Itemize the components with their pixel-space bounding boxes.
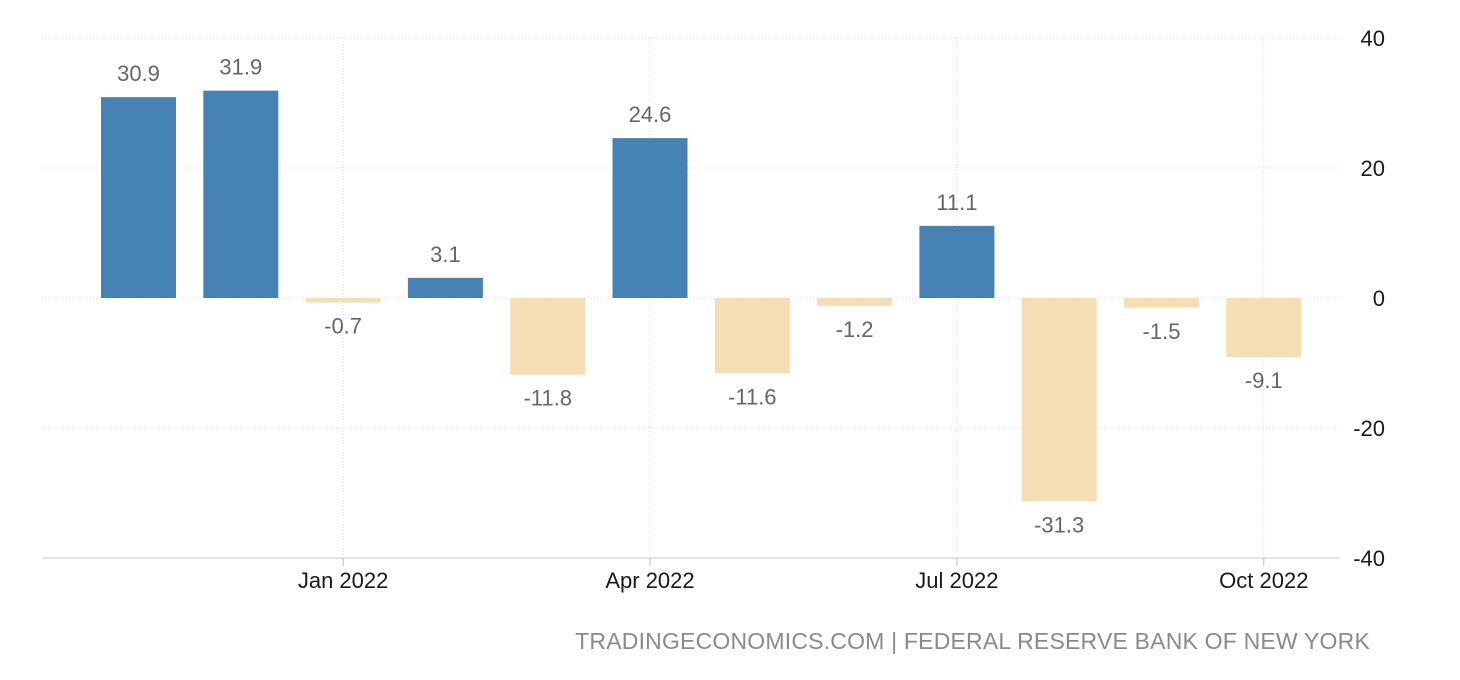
- y-tick-label: 20: [1361, 156, 1385, 181]
- x-tick-label: Oct 2022: [1219, 568, 1308, 593]
- axes: 40 20 0 -20 -40 Jan 2022 Apr 2022 Jul 2022 Oct 2…: [42, 26, 1385, 593]
- data-label: -31.3: [1034, 512, 1084, 537]
- bar: [714, 298, 790, 374]
- y-tick-label: 40: [1361, 26, 1385, 51]
- bar: [203, 90, 279, 299]
- x-tick-label: Apr 2022: [605, 568, 694, 593]
- y-tick-label: -20: [1353, 416, 1385, 441]
- y-tick-label: -40: [1353, 546, 1385, 571]
- data-label: 3.1: [430, 242, 461, 267]
- bar: [1124, 298, 1199, 308]
- data-label: -9.1: [1245, 368, 1283, 393]
- bars: [101, 90, 1302, 502]
- x-tick-label: Jan 2022: [298, 568, 389, 593]
- bar: [305, 298, 381, 303]
- value-labels: 30.9 31.9 -0.7 3.1 -11.8 24.6 -11.6 -1.2 11.1 -31…: [117, 55, 1283, 538]
- data-label: 30.9: [117, 61, 160, 86]
- data-label: 11.1: [936, 190, 977, 215]
- data-label: 31.9: [219, 55, 262, 80]
- data-label: -11.6: [728, 384, 777, 409]
- bar: [1021, 298, 1097, 502]
- data-label: -0.7: [324, 314, 362, 339]
- source-credit: TRADINGECONOMICS.COM | FEDERAL RESERVE B…: [575, 628, 1370, 654]
- bar: [407, 277, 483, 298]
- bar: [612, 138, 688, 298]
- bar: [101, 97, 176, 299]
- bar: [510, 298, 586, 375]
- bar: [817, 298, 893, 306]
- bar: [1226, 298, 1302, 358]
- data-label: -11.8: [523, 386, 572, 411]
- data-label: 24.6: [629, 102, 672, 127]
- data-label: -1.2: [836, 317, 874, 342]
- bar: [919, 225, 995, 298]
- x-tick-label: Jul 2022: [915, 568, 998, 593]
- y-tick-label: 0: [1373, 286, 1385, 311]
- data-label: -1.5: [1143, 319, 1181, 344]
